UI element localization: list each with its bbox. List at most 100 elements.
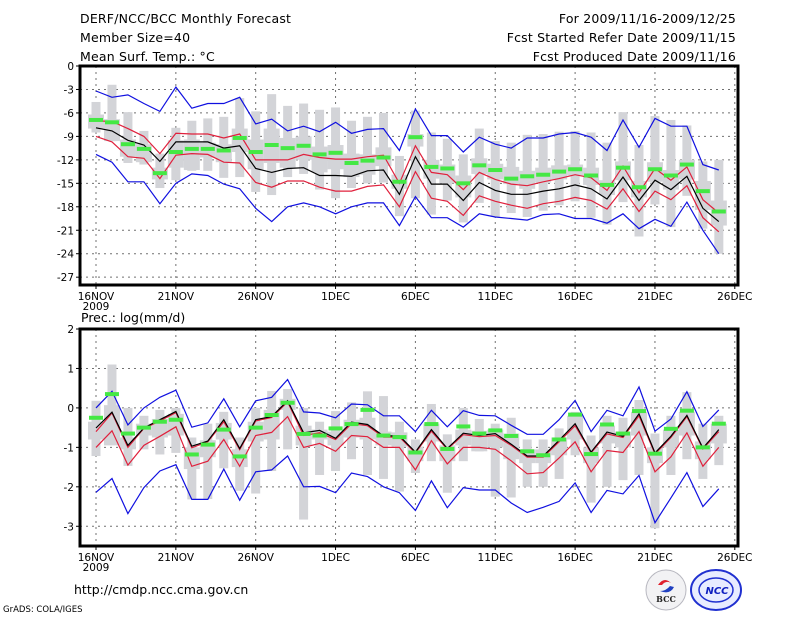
whisker-bar — [586, 435, 596, 503]
y-tick-label: -15 — [57, 178, 74, 190]
y-tick-label: -9 — [64, 131, 74, 143]
grads-credit: GrADS: COLA/IGES — [3, 605, 83, 615]
median-marker — [520, 449, 535, 454]
y-tick-label: 0 — [67, 403, 74, 415]
box-iqr — [503, 166, 520, 185]
whisker-bar — [107, 84, 117, 142]
whisker-bar — [315, 421, 325, 475]
median-marker — [360, 407, 375, 412]
x-tick-label: 16NOV — [78, 291, 115, 303]
median-marker — [312, 433, 327, 438]
y-tick-label: -18 — [57, 202, 74, 214]
box-iqr — [455, 175, 472, 198]
median-marker — [280, 146, 295, 151]
whisker-bar — [618, 112, 628, 203]
box-iqr — [630, 411, 647, 436]
precipitation-panel: 2 1 0 -1 -2 -3 16NOV 21NOV 26NOV 1DEC 6DEC 11DEC 16D… — [64, 310, 753, 574]
median-marker — [184, 452, 199, 457]
ensemble-mean-line — [95, 127, 720, 223]
x-tick-label: 21NOV — [158, 552, 195, 564]
source-url[interactable]: http://cmdp.ncc.cma.gov.cn — [74, 582, 249, 597]
outer-upper-line — [95, 86, 719, 171]
median-marker — [104, 120, 119, 125]
x-tick-label: 26DEC — [717, 291, 752, 303]
y-tick-label: -3 — [64, 521, 74, 533]
median-marker — [120, 142, 135, 147]
median-marker — [504, 433, 519, 438]
median-marker — [424, 164, 439, 169]
median-marker — [120, 431, 135, 436]
median-marker — [376, 155, 391, 160]
median-marker — [679, 408, 694, 413]
whisker-bar — [123, 407, 133, 466]
median-marker — [552, 437, 567, 442]
whisker-bar — [650, 433, 660, 529]
median-marker — [232, 454, 247, 459]
box-iqr — [694, 441, 711, 460]
median-marker — [568, 167, 583, 172]
whisker-bar — [107, 364, 117, 445]
x-tick-label: 26NOV — [237, 552, 274, 564]
y-tick-label: 1 — [67, 363, 74, 375]
box-iqr — [311, 146, 328, 173]
whisker-bar — [283, 388, 293, 450]
median-marker — [600, 422, 615, 427]
box-iqr — [503, 433, 520, 460]
box-iqr — [646, 162, 663, 182]
y-tick-label: -6 — [64, 108, 75, 120]
median-marker — [711, 421, 726, 426]
median-marker — [679, 162, 694, 167]
median-marker — [600, 182, 615, 187]
median-marker — [264, 413, 279, 418]
x-tick-label: 21NOV — [158, 291, 195, 303]
median-marker — [392, 435, 407, 440]
median-marker — [248, 150, 263, 155]
box-iqr — [327, 144, 344, 170]
box-iqr — [551, 437, 568, 456]
median-marker — [440, 446, 455, 451]
box-iqr — [119, 437, 136, 450]
median-marker — [520, 174, 535, 179]
median-marker — [488, 428, 503, 433]
x-tick-label: 6DEC — [401, 552, 430, 564]
median-marker — [312, 152, 327, 157]
whisker-bar — [123, 112, 133, 163]
median-marker — [647, 451, 662, 456]
median-marker — [136, 425, 151, 430]
median-marker — [504, 176, 519, 181]
median-marker — [488, 168, 503, 173]
whisker-bar — [394, 421, 404, 492]
y-tick-label: -24 — [57, 249, 74, 261]
whisker-bar — [618, 417, 628, 481]
outer-upper-line — [95, 378, 720, 435]
median-marker — [456, 424, 471, 429]
median-marker — [616, 165, 631, 170]
median-marker — [200, 146, 215, 151]
y-tick-label: -27 — [57, 272, 74, 284]
median-marker — [392, 179, 407, 184]
box-iqr — [359, 417, 376, 440]
temperature-panel: 0 -3 -6 -9 -12 -15 -18 -21 -24 -27 16NOV 21NOV 26NOV… — [57, 61, 753, 313]
chart-title: DERF/NCC/BCC Monthly Forecast — [80, 11, 292, 26]
fcst-produced-date: Fcst Produced Date 2009/11/16 — [532, 49, 736, 64]
member-size: Member Size=40 — [80, 30, 191, 45]
forecast-period: For 2009/11/16-2009/12/25 — [558, 11, 736, 26]
y-tick-label: -3 — [64, 84, 74, 96]
median-marker — [200, 442, 215, 447]
x-tick-label: 11DEC — [478, 291, 513, 303]
median-marker — [216, 427, 231, 432]
ncc-logo-text: NCC — [705, 586, 729, 597]
median-marker — [344, 160, 359, 165]
plot-frame — [78, 327, 740, 548]
header-left: DERF/NCC/BCC Monthly Forecast Member Siz… — [80, 9, 291, 66]
median-marker — [136, 146, 151, 151]
fcst-started-date: Fcst Started Refer Date 2009/11/15 — [506, 30, 736, 45]
whisker-bar — [251, 407, 261, 494]
median-marker — [344, 422, 359, 427]
median-marker — [280, 400, 295, 405]
median-marker — [552, 169, 567, 174]
x-tick-label: 26NOV — [237, 291, 274, 303]
ncc-logo: NCC — [690, 569, 742, 611]
median-marker — [568, 412, 583, 417]
median-marker — [440, 166, 455, 171]
